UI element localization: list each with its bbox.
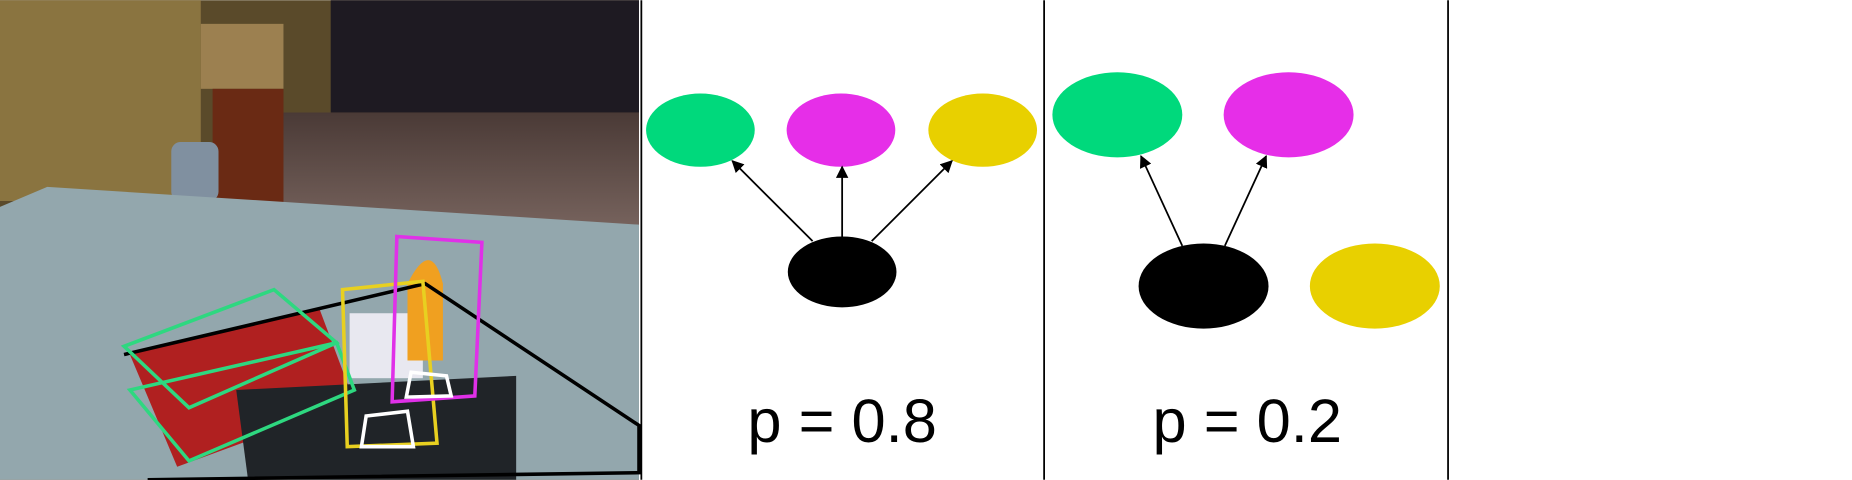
node bbox=[787, 236, 897, 308]
node bbox=[1309, 243, 1440, 329]
borders bbox=[640, 0, 1449, 480]
node bbox=[928, 93, 1038, 167]
photo bbox=[0, 0, 641, 480]
node bbox=[1223, 72, 1354, 158]
edges bbox=[1140, 155, 1268, 247]
graph-panel-1: p = 0.8 bbox=[646, 93, 1038, 456]
probability-label: p = 0.8 bbox=[747, 387, 937, 456]
node bbox=[786, 93, 896, 167]
node bbox=[1052, 72, 1183, 158]
node bbox=[646, 93, 755, 167]
edges bbox=[731, 159, 953, 242]
graph-panel-2: p = 0.2 bbox=[1052, 72, 1440, 456]
node bbox=[1138, 243, 1269, 329]
probability-label: p = 0.2 bbox=[1153, 387, 1343, 456]
